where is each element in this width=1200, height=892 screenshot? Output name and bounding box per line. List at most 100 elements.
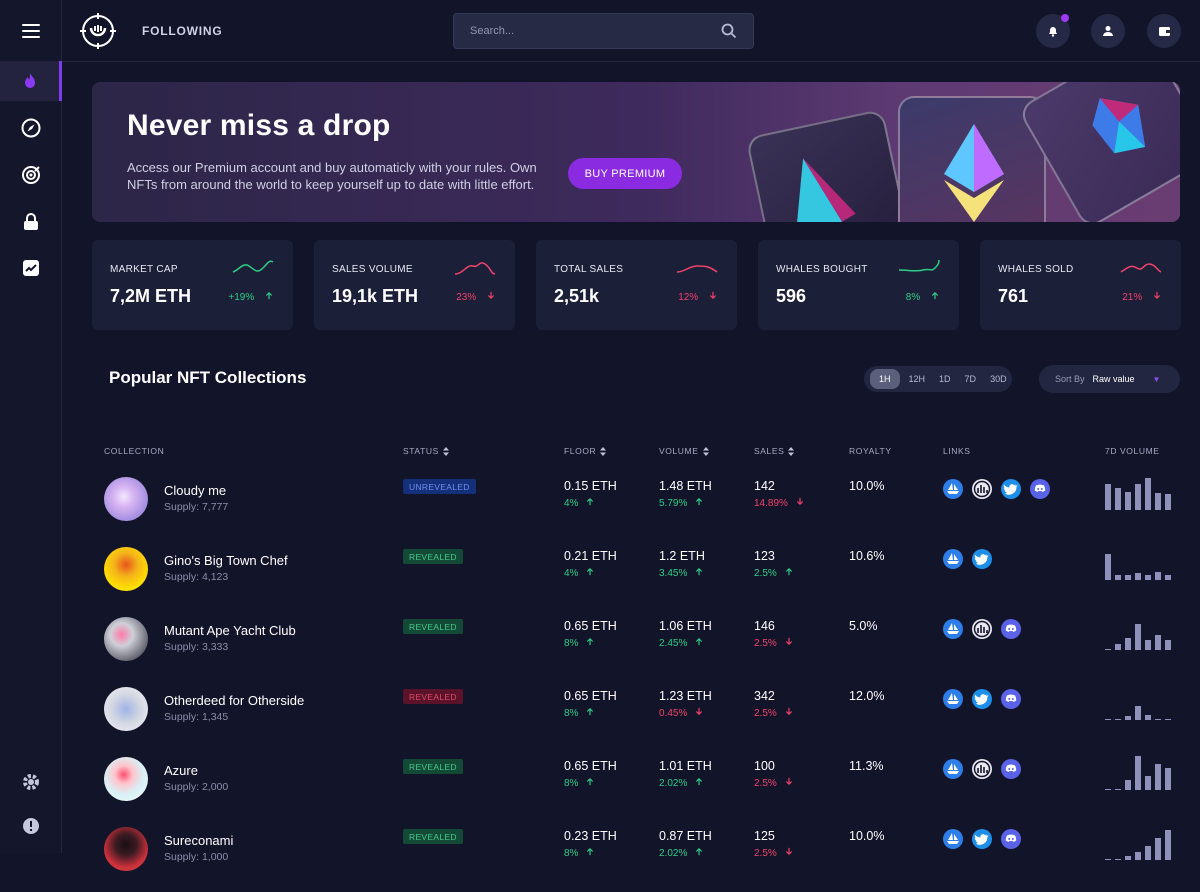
- collection-links: [943, 759, 1021, 779]
- 7d-volume-chart: [1105, 616, 1171, 650]
- looksrare-link-icon[interactable]: [972, 619, 992, 639]
- notifications-button[interactable]: [1036, 14, 1070, 48]
- collection-name[interactable]: Gino's Big Town Chef: [164, 553, 288, 568]
- collection-links: [943, 619, 1021, 639]
- bell-icon: [1049, 27, 1057, 37]
- table-row[interactable]: Sureconami Supply: 1,000 REVEALED 0.23 E…: [62, 822, 1200, 892]
- volume-bar: [1145, 776, 1151, 790]
- buy-premium-button[interactable]: BUY PREMIUM: [568, 158, 682, 189]
- volume-bar: [1105, 789, 1111, 790]
- opensea-link-icon[interactable]: [943, 689, 963, 709]
- looksrare-link-icon[interactable]: [972, 759, 992, 779]
- table-row[interactable]: Azure Supply: 2,000 REVEALED 0.65 ETH 8%…: [62, 752, 1200, 822]
- volume-bar: [1115, 859, 1121, 860]
- arrow-up-icon: [696, 567, 703, 576]
- volume-value: 1.06 ETH: [659, 619, 712, 633]
- collection-name[interactable]: Sureconami: [164, 833, 234, 848]
- collection-name[interactable]: Azure: [164, 763, 198, 778]
- volume-bar: [1115, 488, 1121, 510]
- twitter-link-icon[interactable]: [1001, 479, 1021, 499]
- header-floor[interactable]: FLOOR: [564, 446, 607, 456]
- collection-name[interactable]: Cloudy me: [164, 483, 227, 498]
- menu-button[interactable]: [0, 0, 61, 62]
- volume-change: 2.45%: [659, 637, 703, 649]
- search-icon[interactable]: [721, 23, 737, 39]
- collection-name[interactable]: Mutant Ape Yacht Club: [164, 623, 296, 638]
- arrow-up-icon: [587, 497, 594, 506]
- discord-link-icon[interactable]: [1001, 759, 1021, 779]
- sidebar-item-analytics[interactable]: [0, 248, 62, 288]
- collection-avatar[interactable]: [104, 477, 148, 521]
- 7d-volume-chart: [1105, 476, 1171, 510]
- discord-link-icon[interactable]: [1030, 479, 1050, 499]
- collection-supply: Supply: 4,123: [164, 571, 229, 583]
- table-row[interactable]: Cloudy me Supply: 7,777 UNREVEALED 0.15 …: [62, 472, 1200, 542]
- sales-change: 14.89%: [754, 497, 804, 509]
- looksrare-link-icon[interactable]: [972, 479, 992, 499]
- table-row[interactable]: Mutant Ape Yacht Club Supply: 3,333 REVE…: [62, 612, 1200, 682]
- arrow-down-icon: [696, 707, 703, 716]
- twitter-link-icon[interactable]: [972, 549, 992, 569]
- opensea-link-icon[interactable]: [943, 549, 963, 569]
- sort-icon: [788, 446, 795, 456]
- collection-supply: Supply: 2,000: [164, 781, 229, 793]
- logo-icon[interactable]: [78, 11, 118, 56]
- sales-change: 2.5%: [754, 637, 793, 649]
- wallet-button[interactable]: [1147, 14, 1181, 48]
- twitter-link-icon[interactable]: [972, 689, 992, 709]
- arrow-down-icon: [709, 291, 717, 300]
- opensea-link-icon[interactable]: [943, 759, 963, 779]
- timeframe-12h[interactable]: 12H: [908, 374, 926, 384]
- discord-link-icon[interactable]: [1001, 619, 1021, 639]
- nft-card-image: [745, 108, 909, 222]
- header-volume[interactable]: VOLUME: [659, 446, 709, 456]
- sidebar-item-targets[interactable]: [0, 155, 62, 195]
- timeframe-1d[interactable]: 1D: [939, 374, 951, 384]
- opensea-link-icon[interactable]: [943, 829, 963, 849]
- discord-link-icon[interactable]: [1001, 689, 1021, 709]
- sort-dropdown[interactable]: Sort By Raw value ▼: [1039, 365, 1180, 393]
- 7d-volume-chart: [1105, 686, 1171, 720]
- opensea-link-icon[interactable]: [943, 619, 963, 639]
- table-row[interactable]: Otherdeed for Otherside Supply: 1,345 RE…: [62, 682, 1200, 752]
- floor-change: 8%: [564, 847, 594, 859]
- collection-avatar[interactable]: [104, 687, 148, 731]
- arrow-up-icon: [587, 567, 594, 576]
- volume-change: 5.79%: [659, 497, 703, 509]
- arrow-down-icon: [785, 637, 792, 646]
- following-link[interactable]: FOLLOWING: [142, 24, 223, 38]
- collection-avatar[interactable]: [104, 547, 148, 591]
- sidebar-item-locked[interactable]: [0, 202, 62, 242]
- collection-avatar[interactable]: [104, 757, 148, 801]
- volume-bar: [1155, 838, 1161, 860]
- sidebar-item-explore[interactable]: [0, 108, 62, 148]
- sort-value: Raw value: [1092, 374, 1135, 384]
- sidebar-item-trending[interactable]: [0, 61, 62, 101]
- compass-icon: [21, 118, 41, 138]
- table-row[interactable]: Gino's Big Town Chef Supply: 4,123 REVEA…: [62, 542, 1200, 612]
- collection-avatar[interactable]: [104, 827, 148, 871]
- sort-label: Sort By: [1055, 374, 1085, 384]
- twitter-link-icon[interactable]: [972, 829, 992, 849]
- sparkline: [232, 260, 274, 273]
- arrow-up-icon: [696, 777, 703, 786]
- opensea-link-icon[interactable]: [943, 479, 963, 499]
- discord-link-icon[interactable]: [1001, 829, 1021, 849]
- stat-value: 596: [776, 286, 807, 306]
- sidebar-item-settings[interactable]: [0, 762, 62, 802]
- sales-value: 342: [754, 689, 775, 703]
- collection-name[interactable]: Otherdeed for Otherside: [164, 693, 305, 708]
- timeframe-30d[interactable]: 30D: [990, 374, 1007, 384]
- sales-value: 100: [754, 759, 775, 773]
- header-7d-volume: 7D VOLUME: [1105, 446, 1160, 456]
- stat-label: WHALES SOLD: [998, 264, 1074, 275]
- floor-price: 0.65 ETH: [564, 619, 617, 633]
- collection-avatar[interactable]: [104, 617, 148, 661]
- profile-button[interactable]: [1091, 14, 1125, 48]
- header-sales[interactable]: SALES: [754, 446, 795, 456]
- timeframe-7d[interactable]: 7D: [964, 374, 977, 384]
- search-input[interactable]: [470, 25, 700, 37]
- timeframe-1h[interactable]: 1H: [870, 369, 900, 389]
- header-status[interactable]: STATUS: [403, 446, 449, 456]
- sidebar-item-info[interactable]: [0, 806, 62, 846]
